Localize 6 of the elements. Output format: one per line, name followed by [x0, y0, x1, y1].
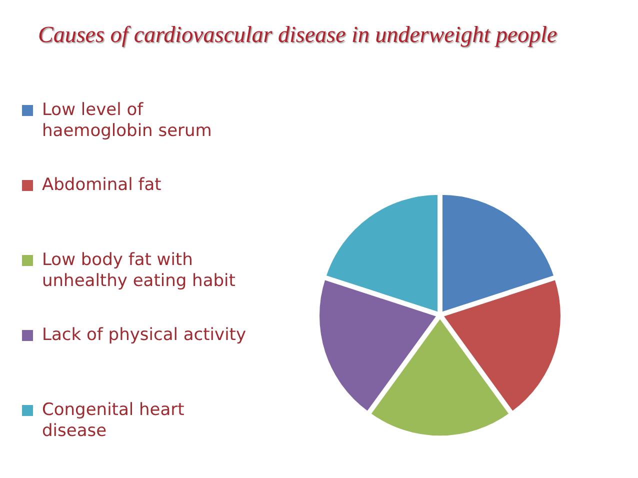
legend-label: Congenital heart disease: [42, 400, 184, 441]
legend-label: Abdominal fat: [42, 175, 162, 195]
legend-label: Low level of haemoglobin serum: [42, 100, 212, 141]
chart-title: Causes of cardiovascular disease in underweight people: [38, 22, 558, 48]
legend-label: Low body fat with unhealthy eating habit: [42, 250, 236, 291]
legend-label: Lack of physical activity: [42, 325, 246, 345]
